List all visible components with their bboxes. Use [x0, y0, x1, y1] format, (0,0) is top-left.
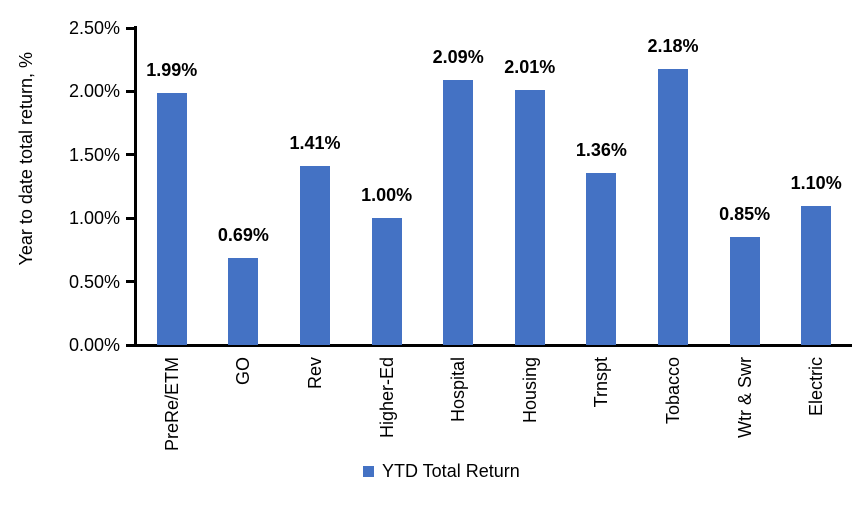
- bar-prere-etm: [156, 92, 187, 345]
- bar-higher-ed: [371, 218, 402, 345]
- x-axis-label-trnspt: Trnspt: [591, 357, 612, 408]
- y-tick-label: 0.00%: [68, 335, 120, 355]
- data-label-tobacco: 2.18%: [647, 35, 699, 56]
- bar-wtr-swr: [729, 237, 760, 345]
- y-tick-label: 1.50%: [68, 144, 120, 165]
- data-label-housing: 2.01%: [504, 57, 556, 78]
- data-label-higher-ed: 1.00%: [361, 185, 413, 206]
- y-tick-label: 0.50%: [68, 271, 120, 292]
- legend-label: YTD Total Return: [382, 461, 520, 481]
- x-axis-label-go: GO: [233, 357, 254, 386]
- y-tick-label: 1.00%: [68, 208, 120, 229]
- y-tick-mark: [126, 343, 136, 347]
- data-label-trnspt: 1.36%: [575, 139, 627, 160]
- x-axis-label-housing: Housing: [519, 357, 540, 424]
- bar-trnspt: [586, 172, 617, 345]
- legend: YTD Total Return: [363, 460, 520, 482]
- y-tick-mark: [126, 26, 136, 30]
- bar-tobacco: [658, 68, 688, 345]
- y-tick-mark: [126, 280, 136, 284]
- y-tick-mark: [126, 153, 136, 157]
- x-axis-label-tobacco: Tobacco: [663, 357, 683, 425]
- x-axis-label-prere-etm: PreRe/ETM: [161, 357, 182, 452]
- data-label-prere-etm: 1.99%: [146, 59, 198, 80]
- legend-swatch-icon: [363, 465, 374, 477]
- data-label-hospital: 2.09%: [432, 47, 484, 67]
- x-axis-label-wtr-swr: Wtr & Swr: [734, 357, 755, 438]
- y-tick-label: 2.00%: [68, 81, 120, 102]
- x-axis-line: [134, 344, 852, 347]
- y-tick-mark: [126, 89, 136, 93]
- data-label-wtr-swr: 0.85%: [719, 204, 771, 225]
- x-axis-label-electric: Electric: [806, 357, 827, 417]
- data-label-rev: 1.41%: [289, 133, 341, 154]
- data-label-go: 0.69%: [217, 224, 269, 245]
- bar-electric: [801, 205, 832, 345]
- y-axis-title: Year to date total return, %: [16, 52, 36, 266]
- y-tick-label: 2.50%: [68, 18, 120, 38]
- y-axis-line: [134, 26, 137, 347]
- x-axis-label-higher-ed: Higher-Ed: [376, 357, 397, 439]
- x-axis-label-rev: Rev: [305, 357, 325, 390]
- bar-go: [228, 257, 259, 345]
- bar-hospital: [443, 80, 474, 345]
- y-tick-mark: [126, 216, 136, 220]
- data-label-electric: 1.10%: [790, 172, 842, 193]
- bar-housing: [514, 90, 545, 345]
- x-axis-label-hospital: Hospital: [448, 357, 469, 423]
- bar-rev: [300, 166, 330, 345]
